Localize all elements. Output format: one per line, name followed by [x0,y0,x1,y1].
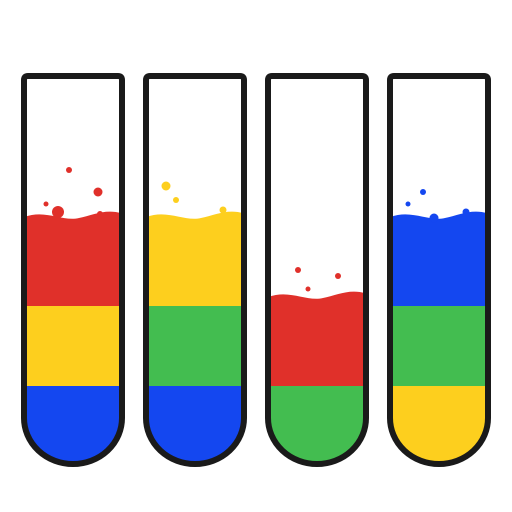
tube-1-droplet-1 [66,167,72,173]
tube-4-droplet-3 [429,213,439,223]
tube-3[interactable] [265,73,369,486]
tube-3-outline [265,73,369,467]
tube-2-layer-2-green [146,304,244,386]
tube-1-layer-3-red [24,211,122,306]
tube-3-layer-2-red [268,291,366,386]
tube-2-droplet-2 [173,197,179,203]
tube-1-droplet-3 [52,206,64,218]
tube-1-layer-2-yellow [24,304,122,386]
tube-2-layer-3-yellow [146,211,244,306]
tube-1-outline [21,73,125,467]
tube-1-droplet-2 [93,187,103,197]
tube-2[interactable] [143,73,247,486]
tube-4-layer-3-blue [390,211,488,306]
tube-3-droplet-4 [347,293,357,303]
tube-3-droplet-2 [305,286,311,292]
tube-4-outline [387,73,491,467]
tube-4-droplet-2 [405,201,411,207]
tube-4-droplet-1 [420,189,426,195]
tube-2-droplet-1 [161,181,171,191]
tube-1-layer-1-blue [24,384,122,464]
tube-4-droplet-4 [462,208,470,216]
tube-4-layer-2-green [390,304,488,386]
tube-1-droplet-4 [43,201,49,207]
tube-4-layer-1-yellow [390,384,488,464]
tube-3-droplet-3 [335,273,341,279]
tube-3-droplet-1 [295,267,301,273]
tube-2-layer-1-blue [146,384,244,464]
tube-1[interactable] [21,73,125,486]
tube-2-droplet-3 [219,206,227,214]
tube-2-outline [143,73,247,467]
tube-1-droplet-5 [97,211,103,217]
tube-3-layer-1-green [268,384,366,464]
tube-4[interactable] [387,73,491,486]
